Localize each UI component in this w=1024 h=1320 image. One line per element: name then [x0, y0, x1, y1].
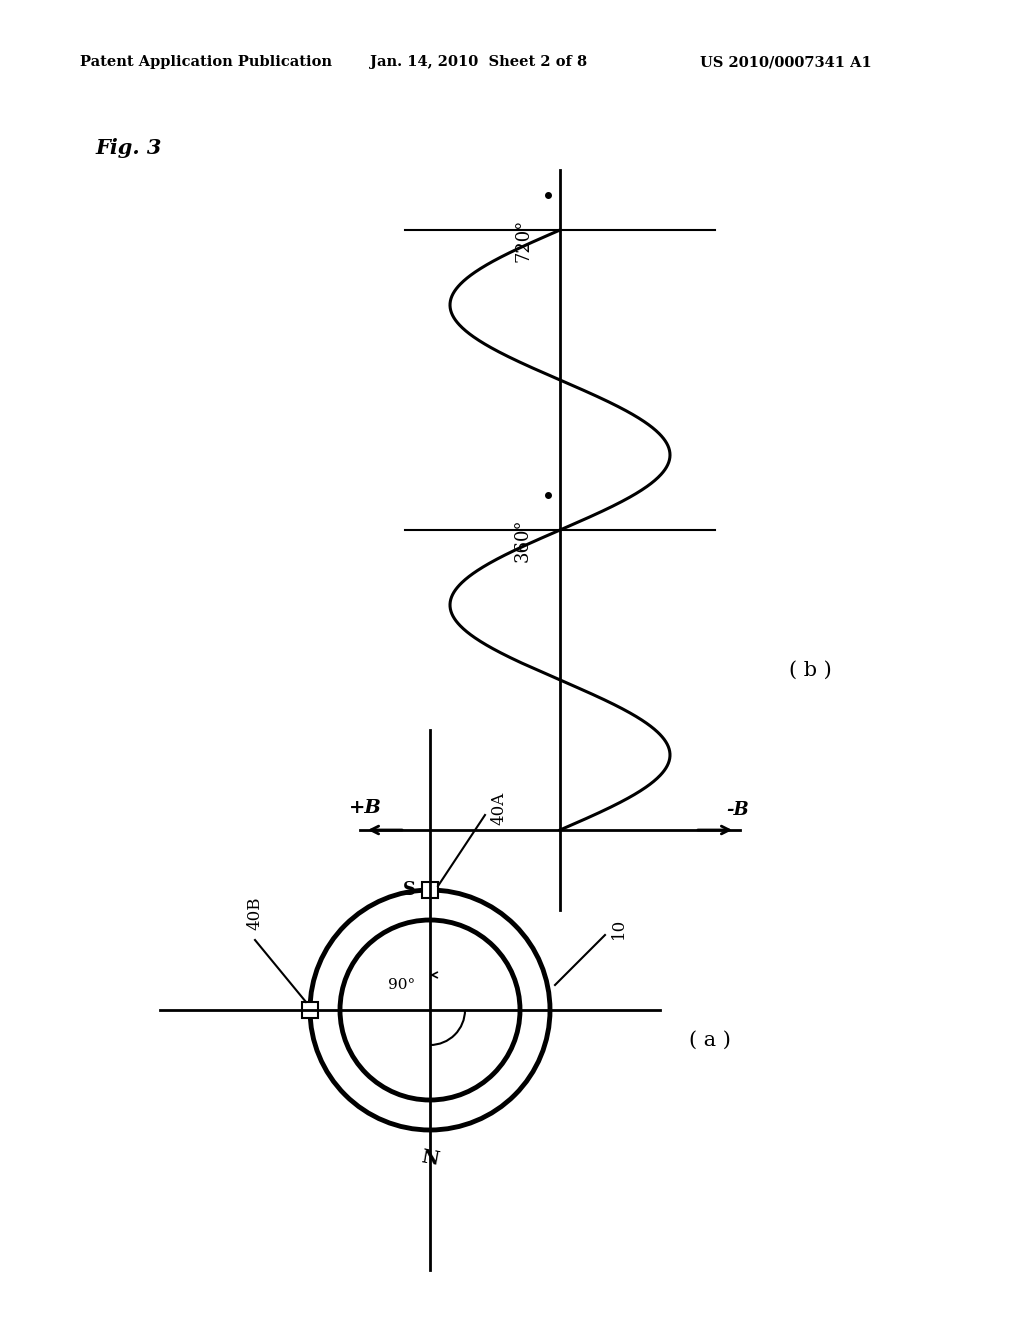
Text: ( a ): ( a ): [689, 1031, 731, 1049]
Text: +B: +B: [348, 799, 381, 817]
Text: -B: -B: [727, 801, 750, 818]
Text: S: S: [403, 880, 416, 899]
Text: Jan. 14, 2010  Sheet 2 of 8: Jan. 14, 2010 Sheet 2 of 8: [370, 55, 587, 69]
Text: 360°: 360°: [514, 519, 532, 562]
Bar: [422, 882, 438, 898]
Text: 10: 10: [610, 917, 627, 939]
Text: 720°: 720°: [514, 218, 532, 261]
Text: ( b ): ( b ): [788, 660, 831, 680]
Text: 40A: 40A: [490, 792, 507, 825]
Text: Patent Application Publication: Patent Application Publication: [80, 55, 332, 69]
Bar: [302, 1002, 318, 1018]
Text: N: N: [420, 1148, 440, 1168]
Text: 40B: 40B: [247, 896, 263, 931]
Text: 90°: 90°: [388, 978, 416, 993]
Text: US 2010/0007341 A1: US 2010/0007341 A1: [700, 55, 871, 69]
Text: Fig. 3: Fig. 3: [95, 139, 162, 158]
